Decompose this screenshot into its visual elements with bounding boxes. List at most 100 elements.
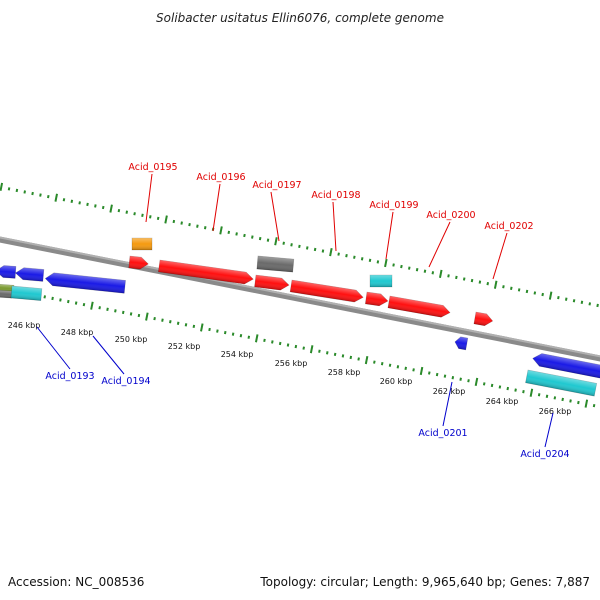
outer-tick	[345, 254, 348, 258]
inner-tick	[176, 321, 180, 325]
inner-tick	[192, 324, 196, 329]
outer-tick	[502, 285, 505, 289]
gene-feature	[14, 267, 45, 282]
inner-tick	[506, 386, 510, 391]
inner-tick	[522, 389, 525, 394]
inner-tick	[443, 374, 447, 378]
scale-label: 264 kbp	[486, 397, 519, 406]
outer-tick	[305, 246, 309, 250]
inner-tick	[106, 307, 109, 311]
outer-tick	[423, 269, 427, 273]
gene-label-reverse: Acid_0193	[45, 371, 94, 382]
inner-tick	[302, 346, 305, 350]
inner-tick	[474, 377, 479, 386]
inner-tick	[435, 372, 439, 377]
outer-tick	[251, 235, 254, 239]
gene-label-forward: Acid_0200	[426, 210, 475, 221]
inner-tick	[584, 399, 589, 408]
inner-tick	[309, 345, 314, 354]
outer-tick	[533, 291, 537, 295]
outer-tick	[54, 193, 58, 202]
gene-feature	[289, 279, 364, 303]
accession-text: Accession: NC_008536	[8, 575, 144, 589]
gene-label-forward: Acid_0197	[252, 180, 301, 191]
outer-tick	[408, 266, 411, 270]
outer-tick	[39, 193, 42, 197]
inner-tick	[43, 295, 47, 299]
outer-tick	[149, 215, 152, 219]
inner-tick	[254, 334, 259, 343]
outer-tick	[415, 268, 419, 272]
outer-tick	[510, 286, 513, 290]
outer-tick	[321, 249, 325, 253]
label-leader-line	[492, 232, 508, 280]
inner-tick	[231, 332, 235, 336]
inner-tick	[451, 375, 455, 380]
scale-label: 248 kbp	[61, 328, 94, 337]
inner-tick	[325, 351, 329, 355]
scale-label: 262 kbp	[433, 387, 466, 396]
gene-label-forward: Acid_0198	[311, 190, 360, 201]
inner-tick	[271, 340, 274, 344]
inner-tick	[278, 341, 282, 346]
inner-tick	[200, 323, 204, 332]
outer-tick	[548, 291, 553, 300]
gene-feature	[131, 237, 153, 251]
gene-feature	[454, 336, 469, 351]
inner-tick	[129, 312, 133, 316]
outer-tick	[368, 258, 372, 263]
inner-tick	[318, 349, 321, 353]
gene-feature	[254, 274, 290, 291]
outer-tick	[23, 190, 27, 194]
inner-tick	[561, 397, 564, 402]
outer-tick	[70, 199, 74, 203]
inner-tick	[90, 301, 94, 310]
outer-tick	[376, 260, 380, 264]
outer-tick	[493, 280, 498, 289]
gene-labels: Acid_0195 Acid_0196 Acid_0197 Acid_0198 Acid…	[36, 162, 570, 460]
inner-tick	[459, 377, 462, 381]
inner-tick	[114, 309, 117, 313]
inner-tick	[121, 310, 125, 315]
label-leader-line	[92, 335, 125, 375]
outer-tick	[78, 201, 81, 205]
gene-feature	[10, 285, 43, 301]
outer-tick	[31, 191, 34, 196]
label-leader-line	[36, 326, 71, 370]
inner-tick	[545, 394, 549, 398]
outer-tick	[353, 255, 356, 259]
outer-tick	[196, 224, 199, 228]
label-leader-line	[442, 381, 453, 427]
label-leader-line	[212, 183, 221, 232]
outer-tick	[258, 236, 262, 241]
outer-tick	[290, 243, 293, 247]
outer-tick	[431, 271, 435, 275]
gene-label-reverse: Acid_0201	[418, 428, 467, 439]
gene-feature	[0, 265, 17, 279]
gene-feature	[473, 311, 494, 327]
inner-tick	[247, 335, 251, 339]
outer-tick	[86, 202, 89, 207]
inner-tick	[216, 329, 219, 333]
outer-tick	[235, 232, 238, 236]
inner-tick	[67, 299, 70, 304]
outer-tick	[470, 278, 474, 283]
inner-tick	[82, 302, 86, 307]
scale-label: 256 kbp	[275, 359, 308, 368]
label-leader-line	[270, 191, 280, 242]
outer-tick	[219, 226, 223, 235]
outer-tick	[94, 204, 97, 208]
inner-tick	[482, 382, 486, 386]
outer-tick	[274, 237, 278, 246]
inner-tick	[208, 327, 211, 332]
inner-tick	[553, 396, 557, 400]
gene-feature	[0, 283, 15, 293]
outer-tick	[203, 226, 207, 230]
outer-tick	[62, 198, 66, 202]
scale-label: 252 kbp	[168, 342, 201, 351]
inner-tick	[333, 352, 337, 357]
outer-tick	[360, 257, 364, 261]
scale-label: 258 kbp	[328, 368, 361, 377]
outer-tick	[0, 182, 4, 191]
inner-tick	[569, 399, 572, 403]
